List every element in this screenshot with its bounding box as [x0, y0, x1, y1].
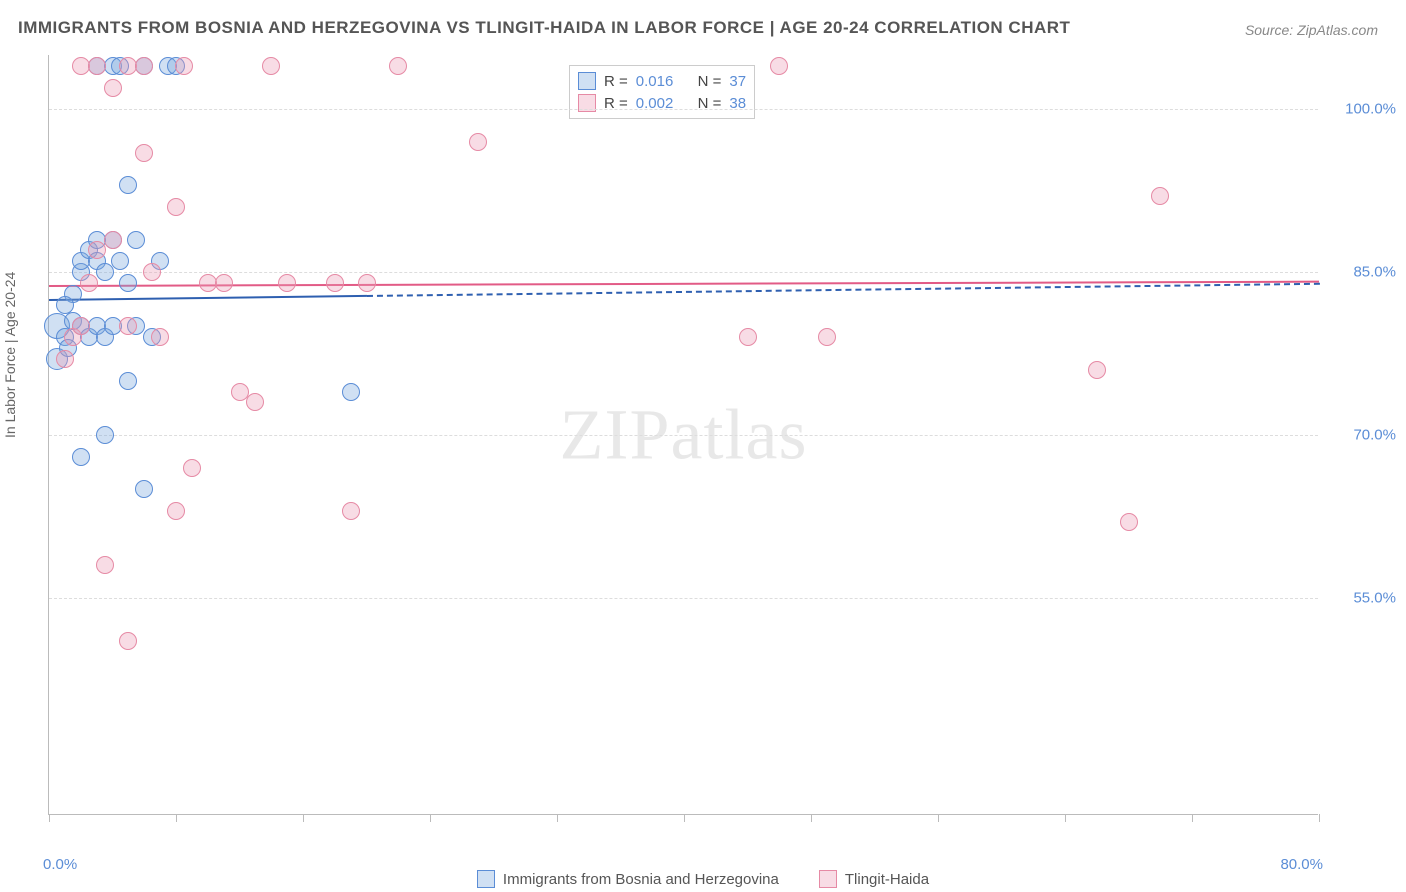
data-point: [389, 57, 407, 75]
gridline: [49, 435, 1318, 436]
trend-line: [49, 295, 367, 301]
stats-row-tlingit: R = 0.002 N = 38: [578, 92, 746, 114]
y-tick-label: 55.0%: [1326, 589, 1396, 606]
data-point: [119, 632, 137, 650]
x-tick: [303, 814, 304, 822]
data-point: [167, 502, 185, 520]
data-point: [135, 144, 153, 162]
x-tick: [1065, 814, 1066, 822]
data-point: [56, 296, 74, 314]
data-point: [127, 231, 145, 249]
data-point: [1088, 361, 1106, 379]
data-point: [246, 393, 264, 411]
stats-row-bosnia: R = 0.016 N = 37: [578, 70, 746, 92]
data-point: [262, 57, 280, 75]
data-point: [342, 502, 360, 520]
data-point: [119, 176, 137, 194]
data-point: [183, 459, 201, 477]
legend-swatch-bosnia: [477, 870, 495, 888]
data-point: [342, 383, 360, 401]
legend-item-bosnia: Immigrants from Bosnia and Herzegovina: [477, 870, 779, 888]
data-point: [818, 328, 836, 346]
data-point: [135, 480, 153, 498]
data-point: [215, 274, 233, 292]
y-tick-label: 85.0%: [1326, 264, 1396, 281]
chart-container: IMMIGRANTS FROM BOSNIA AND HERZEGOVINA V…: [0, 0, 1406, 892]
data-point: [104, 79, 122, 97]
x-tick: [684, 814, 685, 822]
y-axis-title: In Labor Force | Age 20-24: [2, 272, 18, 438]
data-point: [96, 426, 114, 444]
data-point: [119, 274, 137, 292]
swatch-bosnia: [578, 72, 596, 90]
legend-label-tlingit: Tlingit-Haida: [845, 871, 929, 888]
x-tick: [1319, 814, 1320, 822]
x-tick: [811, 814, 812, 822]
r-label: R =: [604, 73, 628, 90]
data-point: [88, 241, 106, 259]
watermark-zip: ZIP: [560, 394, 671, 474]
data-point: [739, 328, 757, 346]
data-point: [151, 328, 169, 346]
data-point: [1120, 513, 1138, 531]
data-point: [119, 372, 137, 390]
n-label: N =: [698, 73, 722, 90]
data-point: [96, 556, 114, 574]
data-point: [104, 231, 122, 249]
data-point: [167, 198, 185, 216]
x-tick: [938, 814, 939, 822]
plot-area: ZIPatlas R = 0.016 N = 37 R = 0.002 N = …: [48, 55, 1318, 815]
gridline: [49, 598, 1318, 599]
data-point: [1151, 187, 1169, 205]
y-tick-label: 100.0%: [1326, 101, 1396, 118]
legend-label-bosnia: Immigrants from Bosnia and Herzegovina: [503, 871, 779, 888]
gridline: [49, 109, 1318, 110]
r-value-bosnia: 0.016: [636, 73, 674, 90]
x-tick: [557, 814, 558, 822]
x-tick: [430, 814, 431, 822]
data-point: [72, 448, 90, 466]
x-tick: [1192, 814, 1193, 822]
data-point: [326, 274, 344, 292]
data-point: [135, 57, 153, 75]
x-tick: [176, 814, 177, 822]
data-point: [231, 383, 249, 401]
chart-title: IMMIGRANTS FROM BOSNIA AND HERZEGOVINA V…: [18, 18, 1070, 38]
data-point: [770, 57, 788, 75]
data-point: [469, 133, 487, 151]
data-point: [80, 274, 98, 292]
data-point: [72, 317, 90, 335]
gridline: [49, 272, 1318, 273]
data-point: [143, 263, 161, 281]
data-point: [278, 274, 296, 292]
data-point: [175, 57, 193, 75]
stats-legend: R = 0.016 N = 37 R = 0.002 N = 38: [569, 65, 755, 119]
data-point: [56, 350, 74, 368]
bottom-legend: Immigrants from Bosnia and Herzegovina T…: [0, 870, 1406, 888]
watermark-atlas: atlas: [671, 394, 808, 474]
y-tick-label: 70.0%: [1326, 427, 1396, 444]
x-tick: [49, 814, 50, 822]
source-attribution: Source: ZipAtlas.com: [1245, 22, 1378, 38]
data-point: [88, 57, 106, 75]
data-point: [119, 317, 137, 335]
data-point: [96, 263, 114, 281]
data-point: [358, 274, 376, 292]
legend-item-tlingit: Tlingit-Haida: [819, 870, 929, 888]
data-point: [111, 252, 129, 270]
legend-swatch-tlingit: [819, 870, 837, 888]
n-value-bosnia: 37: [729, 73, 746, 90]
